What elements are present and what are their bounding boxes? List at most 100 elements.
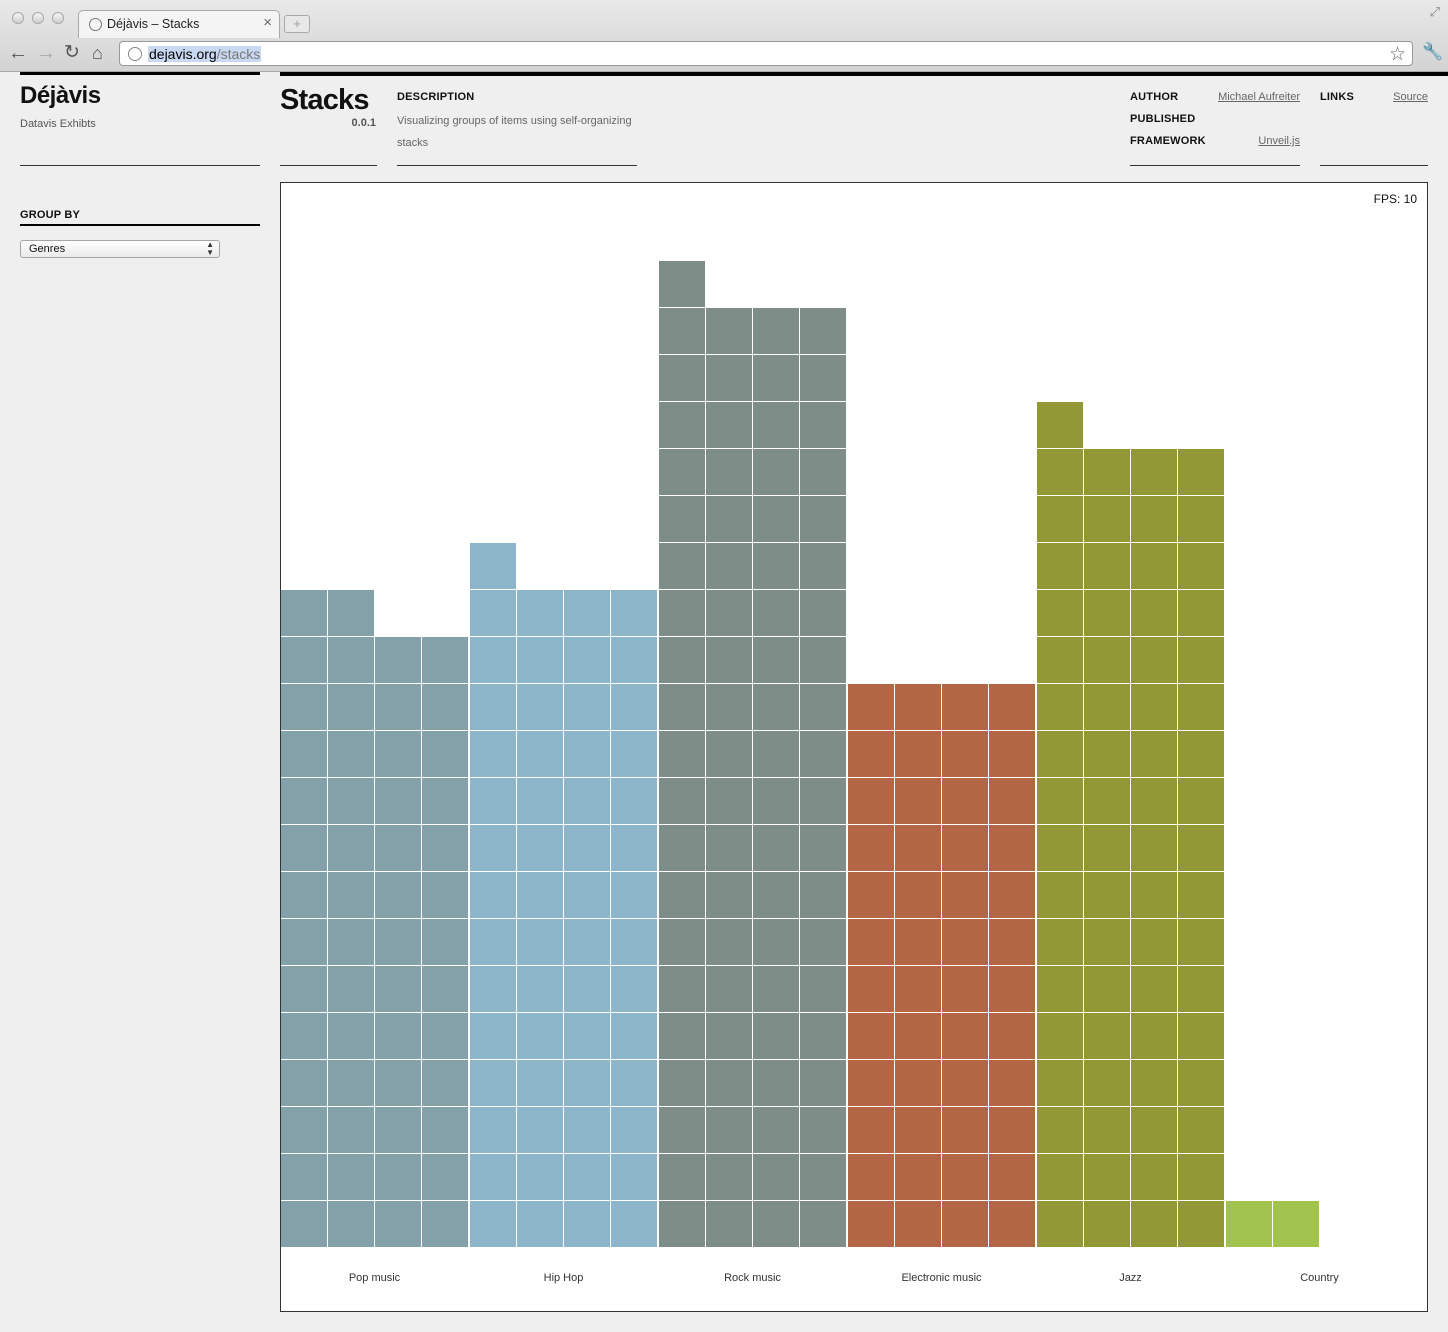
group-by-select[interactable]: Genres ▲ ▼: [20, 240, 220, 258]
stack-cell: [848, 1060, 894, 1106]
stack-cell: [281, 778, 327, 824]
browser-tab[interactable]: Déjàvis – Stacks ×: [78, 10, 280, 38]
stack-cell: [706, 496, 752, 542]
framework-link[interactable]: Unveil.js: [1258, 135, 1300, 147]
stack-cell: [800, 590, 846, 636]
stack-cell: [281, 1013, 327, 1059]
back-arrow-icon[interactable]: ←: [8, 42, 28, 64]
stack-cell: [800, 825, 846, 871]
divider: [1320, 165, 1428, 166]
stack-cell: [564, 590, 610, 636]
home-icon[interactable]: ⌂: [92, 43, 103, 63]
stack-cell: [1084, 496, 1130, 542]
stack-cell: [1037, 684, 1083, 730]
stack-cell: [942, 1060, 988, 1106]
stack-cell: [422, 1154, 468, 1200]
stack-pop-music: [281, 590, 468, 1247]
stack-cell: [1178, 1154, 1224, 1200]
reload-icon[interactable]: ↻: [64, 42, 80, 63]
stack-cell: [1037, 1201, 1083, 1247]
stack-cell: [659, 637, 705, 683]
stack-cell: [706, 449, 752, 495]
stack-cell: [470, 543, 516, 589]
stack-cell: [517, 966, 563, 1012]
stack-cell: [753, 825, 799, 871]
stack-cell: [375, 919, 421, 965]
fullscreen-icon[interactable]: ⤢: [1429, 4, 1440, 19]
stack-cell: [611, 1013, 657, 1059]
stack-cell: [1037, 778, 1083, 824]
bookmark-star-icon[interactable]: ☆: [1388, 44, 1406, 65]
stack-cell: [281, 1107, 327, 1153]
stack-cell: [659, 590, 705, 636]
stack-cell: [706, 966, 752, 1012]
group-by-rule: [20, 224, 260, 226]
stack-cell: [1084, 1013, 1130, 1059]
stack-cell: [942, 731, 988, 777]
stack-cell: [659, 731, 705, 777]
stack-hip-hop: [470, 543, 657, 1247]
minimize-window-button[interactable]: [32, 12, 44, 24]
author-link[interactable]: Michael Aufreiter: [1218, 91, 1300, 103]
stack-cell: [848, 731, 894, 777]
stack-cell: [470, 1107, 516, 1153]
stack-cell: [1178, 872, 1224, 918]
source-link[interactable]: Source: [1393, 91, 1428, 103]
stack-cell: [470, 637, 516, 683]
stack-cell: [1131, 496, 1177, 542]
stack-cell: [753, 449, 799, 495]
stack-cell: [753, 1107, 799, 1153]
stack-cell: [1178, 449, 1224, 495]
wrench-icon[interactable]: 🔧: [1422, 42, 1444, 61]
stack-cell: [942, 778, 988, 824]
stack-cell: [989, 966, 1035, 1012]
stack-cell: [470, 919, 516, 965]
stack-cell: [564, 825, 610, 871]
stack-cell: [564, 966, 610, 1012]
stack-cell: [1037, 637, 1083, 683]
forward-arrow-icon[interactable]: →: [36, 42, 56, 64]
stack-cell: [375, 966, 421, 1012]
zoom-window-button[interactable]: [52, 12, 64, 24]
stack-cell: [1037, 1013, 1083, 1059]
stack-cell: [989, 778, 1035, 824]
stack-cell: [659, 825, 705, 871]
stack-cell: [328, 1154, 374, 1200]
stack-cell: [989, 1013, 1035, 1059]
stack-cell: [1084, 778, 1130, 824]
stack-cell: [422, 684, 468, 730]
stack-cell: [1178, 590, 1224, 636]
stack-cell: [1131, 919, 1177, 965]
stack-cell: [706, 919, 752, 965]
stack-cell: [1037, 590, 1083, 636]
stack-cell: [800, 778, 846, 824]
stack-cell: [328, 637, 374, 683]
stack-cell: [1178, 825, 1224, 871]
stack-cell: [611, 1154, 657, 1200]
stack-cell: [422, 637, 468, 683]
stack-cell: [848, 684, 894, 730]
stack-cell: [1178, 684, 1224, 730]
stack-cell: [800, 308, 846, 354]
close-window-button[interactable]: [12, 12, 24, 24]
stack-cell: [895, 872, 941, 918]
stack-cell: [800, 1201, 846, 1247]
stack-cell: [281, 1201, 327, 1247]
stack-cell: [1178, 966, 1224, 1012]
stack-cell: [1084, 1154, 1130, 1200]
address-bar[interactable]: dejavis.org/stacks ☆: [119, 41, 1413, 66]
stack-cell: [1037, 731, 1083, 777]
stack-cell: [611, 684, 657, 730]
stack-cell: [1084, 684, 1130, 730]
stack-cell: [422, 966, 468, 1012]
stack-cell: [659, 1060, 705, 1106]
stack-cell: [1084, 543, 1130, 589]
stack-cell: [706, 1013, 752, 1059]
stack-cell: [1178, 1107, 1224, 1153]
new-tab-button[interactable]: +: [284, 15, 310, 33]
stack-cell: [1131, 543, 1177, 589]
close-icon[interactable]: ×: [263, 14, 272, 31]
stack-cell: [328, 778, 374, 824]
stack-cell: [659, 919, 705, 965]
stack-cell: [1037, 496, 1083, 542]
